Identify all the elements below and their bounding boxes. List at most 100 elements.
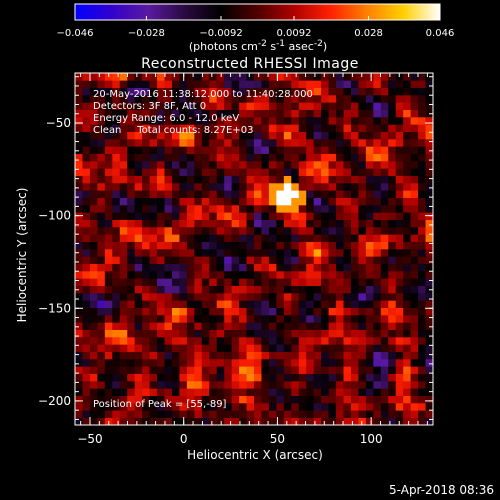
heatmap-cell xyxy=(336,417,344,426)
heatmap-cell xyxy=(89,293,98,301)
heatmap-cell xyxy=(149,175,158,184)
heatmap-cell xyxy=(224,403,232,411)
heatmap-cell xyxy=(149,227,158,235)
heatmap-cell xyxy=(291,417,300,426)
heatmap-cell xyxy=(112,139,121,147)
heatmap-cell xyxy=(186,219,195,228)
heatmap-cell xyxy=(261,241,270,250)
heatmap-cell xyxy=(171,87,180,96)
heatmap-cell xyxy=(328,131,337,140)
heatmap-cell xyxy=(418,241,426,250)
heatmap-cell xyxy=(276,234,285,242)
heatmap-cell xyxy=(283,161,292,169)
heatmap-cell xyxy=(179,117,188,125)
heatmap-cell xyxy=(268,241,277,250)
heatmap-cell xyxy=(134,161,143,169)
heatmap-cell xyxy=(425,417,434,426)
heatmap-cell xyxy=(97,95,106,103)
heatmap-cell xyxy=(388,395,397,404)
heatmap-cell xyxy=(276,73,285,81)
heatmap-cell xyxy=(89,117,98,125)
heatmap-cell xyxy=(216,161,225,169)
heatmap-cell xyxy=(403,300,411,308)
heatmap-cell xyxy=(313,227,322,235)
heatmap-cell xyxy=(171,388,180,396)
heatmap-cell xyxy=(395,124,404,132)
heatmap-cell xyxy=(104,403,113,411)
heatmap-cell xyxy=(194,190,203,198)
heatmap-cell xyxy=(142,300,150,308)
heatmap-cell xyxy=(410,146,419,154)
heatmap-cell xyxy=(261,124,270,132)
heatmap-cell xyxy=(209,183,218,191)
heatmap-cell xyxy=(321,80,329,88)
heatmap-cell xyxy=(224,241,232,250)
heatmap-cell xyxy=(410,219,419,228)
heatmap-cell xyxy=(380,241,389,250)
heatmap-cell xyxy=(380,344,389,352)
heatmap-cell xyxy=(89,366,98,374)
heatmap-cell xyxy=(149,117,158,125)
heatmap-cell xyxy=(186,95,195,103)
heatmap-cell xyxy=(194,227,203,235)
heatmap-cell xyxy=(97,73,106,81)
colorbar-tick-label: 0.046 xyxy=(426,28,455,39)
heatmap-cell xyxy=(201,307,210,316)
heatmap-cell xyxy=(179,278,188,286)
heatmap-cell xyxy=(425,153,434,162)
heatmap-cell xyxy=(216,212,225,220)
heatmap-cell xyxy=(201,227,210,235)
heatmap-cell xyxy=(298,271,307,279)
heatmap-cell xyxy=(104,315,113,323)
heatmap-cell xyxy=(350,351,359,360)
heatmap-cell xyxy=(380,153,389,162)
heatmap-cell xyxy=(336,315,344,323)
heatmap-cell xyxy=(75,337,83,345)
heatmap-cell xyxy=(306,381,314,389)
heatmap-cell xyxy=(239,300,247,308)
heatmap-cell xyxy=(164,271,173,279)
heatmap-cell xyxy=(395,388,404,396)
heatmap-cell xyxy=(224,131,232,140)
heatmap-cell xyxy=(201,322,210,330)
heatmap-cell xyxy=(231,102,240,110)
heatmap-cell xyxy=(403,161,411,169)
heatmap-cell xyxy=(209,117,218,125)
heatmap-cell xyxy=(328,329,337,338)
heatmap-cell xyxy=(291,161,300,169)
heatmap-cell xyxy=(239,322,247,330)
heatmap-cell xyxy=(171,417,180,426)
heatmap-cell xyxy=(343,234,352,242)
heatmap-cell xyxy=(127,271,135,279)
heatmap-cell xyxy=(254,351,262,360)
heatmap-cell xyxy=(410,190,419,198)
heatmap-cell xyxy=(388,366,397,374)
heatmap-cell xyxy=(75,168,83,176)
heatmap-cell xyxy=(261,278,270,286)
heatmap-cell xyxy=(254,337,262,345)
heatmap-cell xyxy=(75,102,83,110)
heatmap-cell xyxy=(365,373,374,382)
heatmap-cell xyxy=(97,366,106,374)
heatmap-cell xyxy=(276,117,285,125)
heatmap-cell xyxy=(418,205,426,213)
heatmap-cell xyxy=(380,300,389,308)
heatmap-cell xyxy=(179,102,188,110)
heatmap-cell xyxy=(246,329,255,338)
heatmap-cell xyxy=(418,117,426,125)
heatmap-cell xyxy=(380,315,389,323)
heatmap-cell xyxy=(112,102,121,110)
heatmap-cell xyxy=(171,139,180,147)
heatmap-cell xyxy=(298,395,307,404)
heatmap-cell xyxy=(112,395,121,404)
heatmap-cell xyxy=(112,168,121,176)
heatmap-cell xyxy=(365,190,374,198)
heatmap-cell xyxy=(239,337,247,345)
heatmap-cell xyxy=(216,351,225,360)
heatmap-cell xyxy=(306,131,314,140)
heatmap-cell xyxy=(171,285,180,294)
heatmap-cell xyxy=(321,300,329,308)
heatmap-cell xyxy=(321,153,329,162)
heatmap-cell xyxy=(246,337,255,345)
heatmap-cell xyxy=(321,95,329,103)
